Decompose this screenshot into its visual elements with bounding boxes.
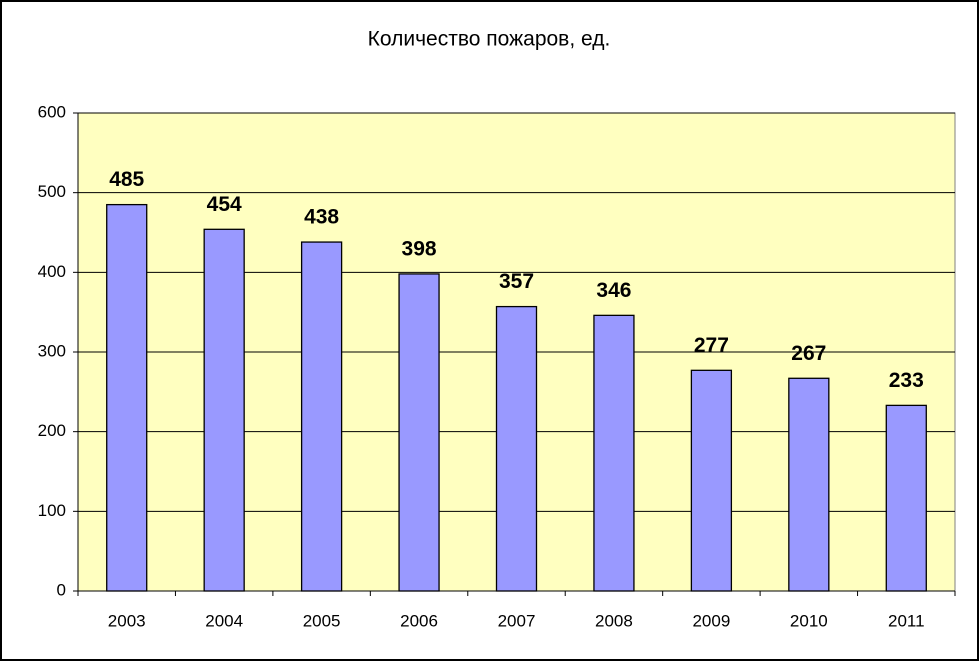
y-tick-label: 300 (38, 341, 66, 360)
bar (300, 241, 343, 592)
x-tick-label: 2003 (108, 611, 146, 630)
y-tick-label: 600 (38, 102, 66, 121)
data-label: 398 (402, 237, 437, 260)
x-tick-label: 2005 (303, 611, 341, 630)
y-tick-label: 400 (38, 262, 66, 281)
bar (593, 314, 635, 592)
bar (203, 228, 245, 592)
bar (788, 377, 830, 592)
data-label: 346 (596, 279, 631, 302)
x-tick-label: 2010 (790, 611, 828, 630)
data-label: 485 (109, 168, 144, 191)
y-tick-label: 100 (38, 501, 66, 520)
data-label: 267 (791, 342, 826, 365)
x-tick-label: 2008 (595, 611, 633, 630)
bar (398, 273, 440, 592)
x-tick-label: 2007 (498, 611, 536, 630)
x-tick-label: 2009 (692, 611, 730, 630)
chart-title: Количество пожаров, ед. (368, 28, 611, 51)
y-tick-label: 0 (57, 580, 66, 599)
data-label: 357 (499, 270, 534, 293)
data-label: 233 (889, 369, 924, 392)
x-tick-label: 2004 (205, 611, 243, 630)
x-tick-label: 2006 (400, 611, 438, 630)
x-tick-label: 2011 (888, 611, 925, 630)
data-label: 277 (694, 334, 729, 357)
data-label: 438 (304, 206, 339, 229)
bar (106, 203, 148, 592)
bar (690, 369, 733, 592)
y-tick-label: 500 (38, 182, 66, 201)
bar (885, 404, 927, 592)
bar (495, 305, 538, 592)
y-tick-label: 200 (38, 421, 66, 440)
data-label: 454 (207, 193, 242, 216)
